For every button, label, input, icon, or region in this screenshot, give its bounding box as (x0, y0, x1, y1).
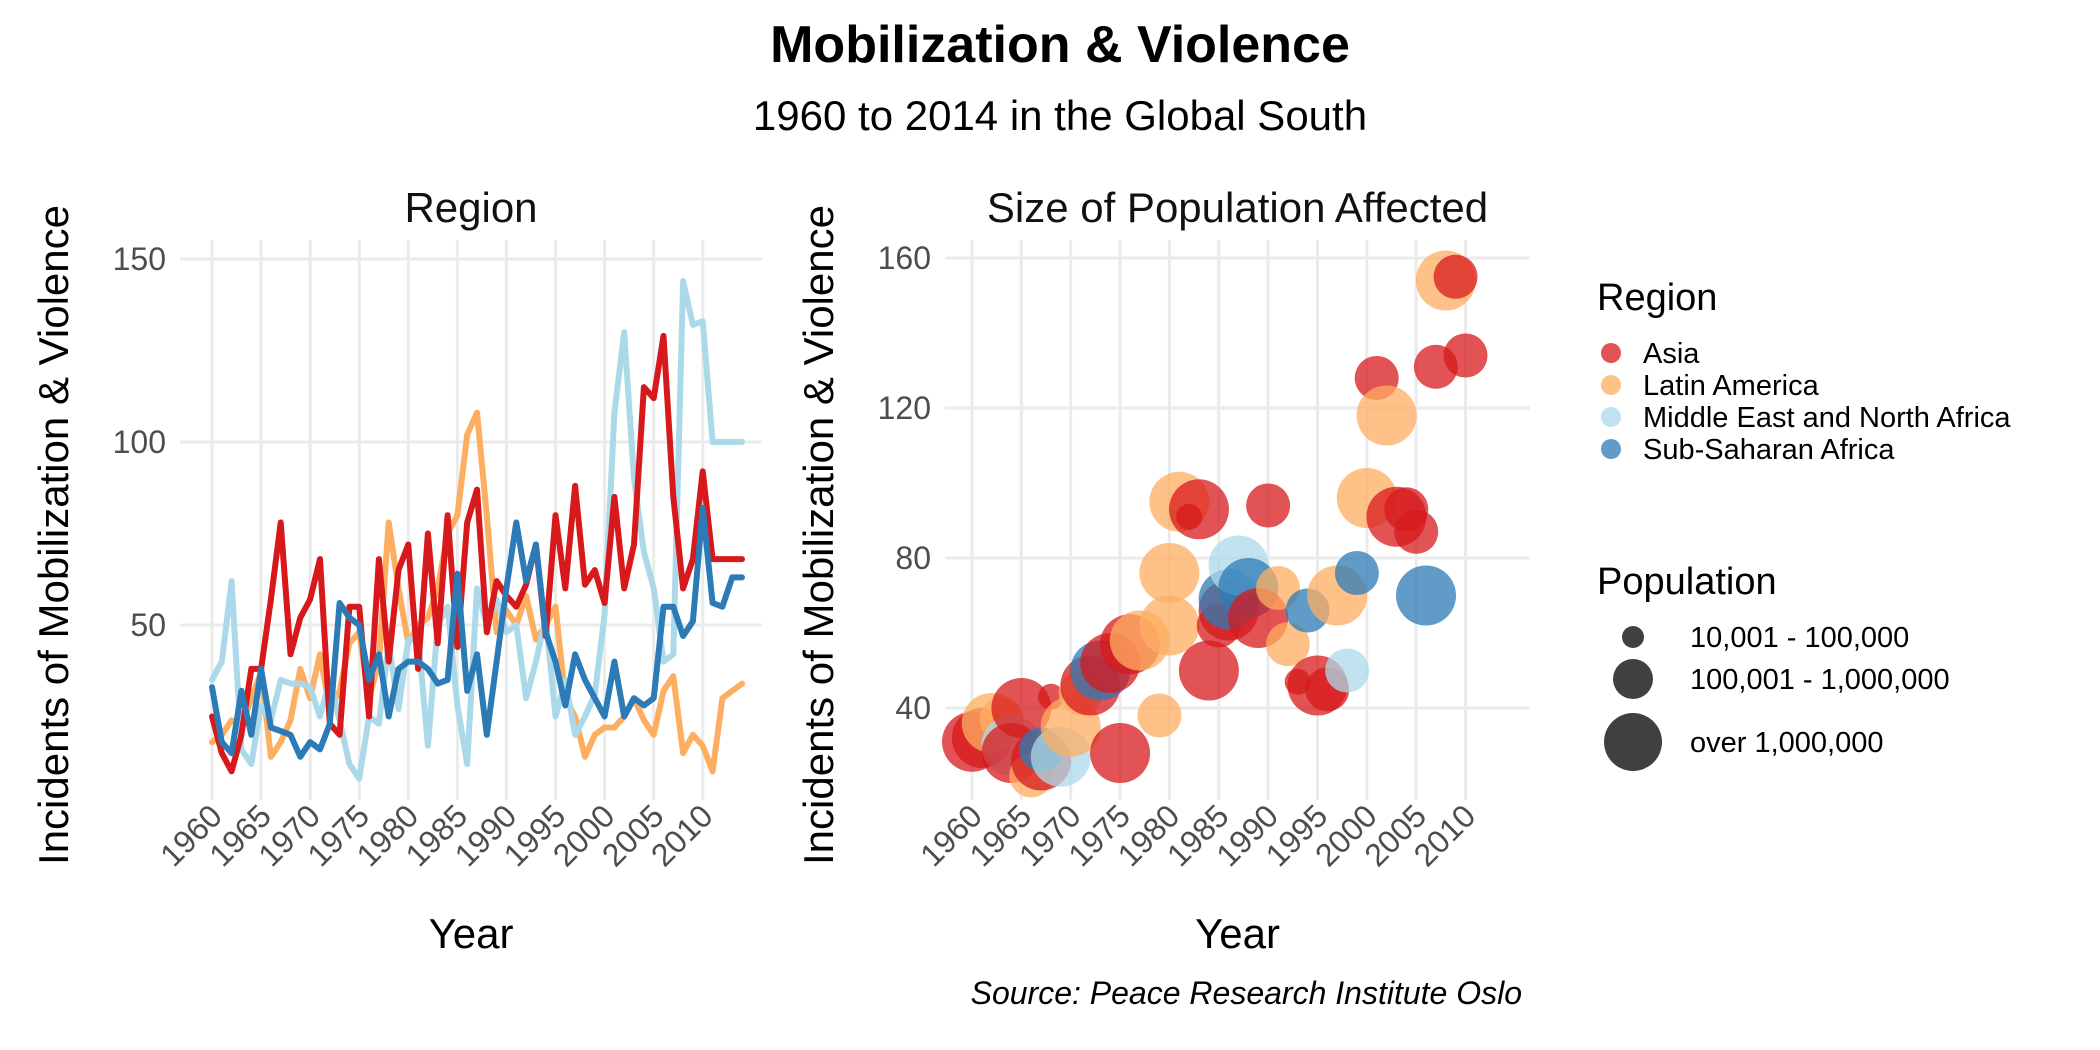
scatter-point-latin-america (1356, 385, 1417, 446)
scatter-point-sub-saharan-africa (1334, 551, 1379, 595)
region-legend-swatch-asia (1601, 343, 1621, 363)
line-panel-y-axis-title: Incidents of Mobilization & Violence (30, 205, 77, 865)
scatter-panel-title: Size of Population Affected (987, 184, 1488, 231)
region-legend-swatch-middle-east-and-north-africa (1601, 407, 1621, 427)
scatter-point-asia (1246, 483, 1291, 528)
scatter-point-asia (1178, 640, 1239, 701)
region-legend-swatch-sub-saharan-africa (1601, 439, 1621, 459)
line-panel-y-tick-label: 150 (113, 241, 166, 277)
population-legend-title: Population (1597, 561, 1777, 603)
line-panel-y-tick-label: 50 (130, 607, 166, 643)
region-legend-swatch-latin-america (1601, 375, 1621, 395)
region-legend-title: Region (1597, 277, 1717, 319)
population-legend-swatch (1622, 626, 1644, 648)
scatter-point-asia (1433, 254, 1478, 299)
chart-title: Mobilization & Violence (770, 16, 1350, 74)
scatter-point-latin-america (1139, 595, 1200, 656)
line-panel: 5010015019601965197019751980198519901995… (30, 184, 762, 957)
scatter-point-latin-america (1137, 693, 1182, 738)
series-line-asia (209, 332, 745, 775)
scatter-panel-y-tick-label: 80 (895, 540, 931, 576)
source-caption: Source: Peace Research Institute Oslo (971, 975, 1522, 1011)
scatter-point-asia (1394, 509, 1439, 554)
series-line-latin-america (209, 409, 745, 775)
line-panel-y-tick-label: 100 (113, 424, 166, 460)
series-line-middle-east-and-north-africa (209, 278, 745, 782)
region-legend-label-middle-east-and-north-africa: Middle East and North Africa (1643, 402, 2011, 434)
scatter-point-middle-east-and-north-africa (1325, 648, 1370, 693)
scatter-point-asia (1090, 723, 1151, 783)
scatter-point-asia (1443, 333, 1488, 378)
scatter-panel-x-axis-title: Year (1195, 910, 1280, 957)
scatter-point-asia (991, 678, 1052, 738)
region-legend-label-latin-america: Latin America (1643, 370, 1820, 402)
population-legend-swatch (1613, 659, 1653, 699)
line-panel-x-axis-title: Year (429, 910, 514, 957)
series-line-sub-saharan-africa (209, 504, 745, 760)
population-legend-label: 10,001 - 100,000 (1690, 622, 1909, 654)
scatter-point-latin-america (1139, 543, 1200, 603)
population-legend-label: over 1,000,000 (1690, 727, 1883, 759)
population-legend-swatch (1604, 713, 1662, 771)
region-legend-label-sub-saharan-africa: Sub-Saharan Africa (1643, 434, 1895, 466)
scatter-point-latin-america (1265, 622, 1310, 667)
scatter-panel-y-axis-title: Incidents of Mobilization & Violence (795, 205, 842, 865)
scatter-panel-y-tick-label: 120 (878, 390, 931, 426)
region-legend-label-asia: Asia (1643, 338, 1700, 370)
scatter-panel: 4080120160196019651970197519801985199019… (795, 184, 1530, 957)
scatter-point-sub-saharan-africa (1396, 565, 1456, 626)
scatter-point-asia (1169, 479, 1229, 540)
line-panel-title: Region (404, 184, 537, 231)
scatter-panel-y-tick-label: 40 (895, 690, 931, 726)
chart-subtitle: 1960 to 2014 in the Global South (753, 92, 1367, 139)
population-legend-label: 100,001 - 1,000,000 (1690, 664, 1950, 696)
scatter-panel-y-tick-label: 160 (878, 240, 931, 276)
